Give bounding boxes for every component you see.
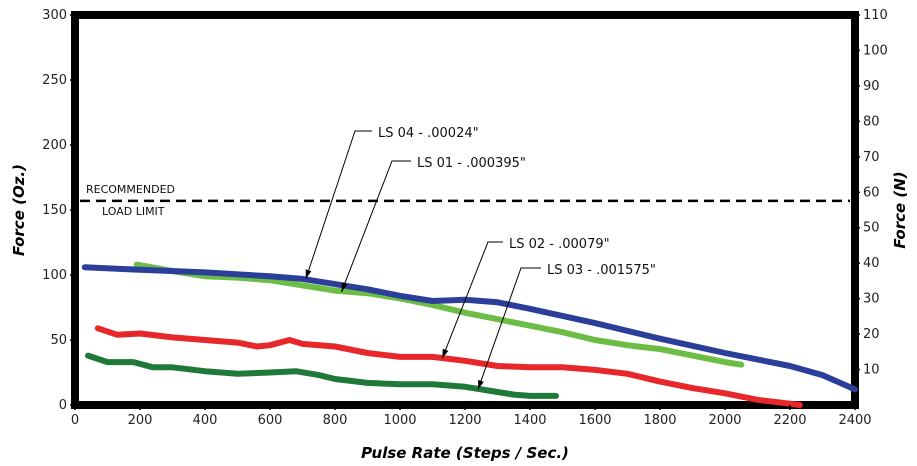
annotation-leader — [477, 267, 541, 390]
x-tick-label: 800 — [323, 413, 348, 428]
annotation-leader — [341, 160, 411, 293]
x-axis-title: Pulse Rate (Steps / Sec.) — [361, 444, 569, 462]
y-tick-label: 250 — [42, 73, 67, 88]
load-limit-label-line2: LOAD LIMIT — [102, 205, 165, 218]
x-tick-label: 1600 — [578, 413, 611, 428]
y2-tick-label: 10 — [863, 363, 880, 378]
x-tick-label: 1400 — [513, 413, 546, 428]
x-tick-label: 1800 — [643, 413, 676, 428]
annotation-arrowhead — [442, 348, 449, 359]
y2-tick-label: 80 — [863, 114, 880, 129]
series-line-3 — [85, 352, 559, 399]
y-tick-label: 100 — [42, 268, 67, 283]
series-line-1 — [133, 261, 745, 368]
x-tick-label: 200 — [128, 413, 153, 428]
x-tick-label: 2200 — [773, 413, 806, 428]
x-tick-label: 600 — [258, 413, 283, 428]
load-limit-label-line1: RECOMMENDED — [86, 183, 175, 196]
annotation-leader — [305, 130, 372, 280]
x-tick-label: 1200 — [448, 413, 481, 428]
x-tick-label: 400 — [193, 413, 218, 428]
x-tick-label: 2000 — [708, 413, 741, 428]
y2-tick-label: 70 — [863, 150, 880, 165]
annotation-arrowhead — [478, 379, 484, 390]
annotation-arrowhead — [305, 269, 312, 279]
y-tick-label: 0 — [59, 398, 67, 413]
y2-tick-label: 100 — [863, 43, 888, 58]
annotation-arrowhead — [341, 282, 348, 292]
y-axis-right-title: Force (N) — [891, 171, 909, 248]
annotation-leader — [441, 241, 503, 359]
y-tick-label: 300 — [42, 8, 67, 23]
x-tick-label: 2400 — [838, 413, 871, 428]
annotation-label: LS 03 - .001575" — [547, 263, 656, 278]
annotation-label: LS 01 - .000395" — [417, 156, 526, 171]
annotation-label: LS 04 - .00024" — [378, 126, 479, 141]
y-tick-label: 50 — [50, 333, 67, 348]
x-tick-label: 1000 — [383, 413, 416, 428]
y2-tick-label: 110 — [863, 8, 888, 23]
series-line-0 — [81, 264, 858, 393]
y2-tick-label: 60 — [863, 185, 880, 200]
y-tick-label: 150 — [42, 203, 67, 218]
series-line-2 — [94, 325, 803, 408]
y2-tick-label: 50 — [863, 221, 880, 236]
y-tick-label: 200 — [42, 138, 67, 153]
y2-tick-label: 30 — [863, 292, 880, 307]
annotation-label: LS 02 - .00079" — [509, 237, 610, 252]
y2-tick-label: 40 — [863, 256, 880, 271]
y2-tick-label: 90 — [863, 79, 880, 94]
plot-frame — [71, 11, 859, 409]
x-tick-label: 0 — [71, 413, 79, 428]
y-axis-left-title: Force (Oz.) — [10, 164, 28, 256]
y2-tick-label: 20 — [863, 327, 880, 342]
